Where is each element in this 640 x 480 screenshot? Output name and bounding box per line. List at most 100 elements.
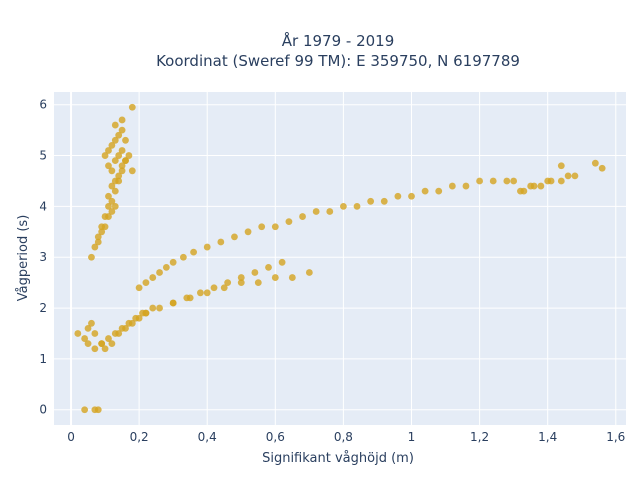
data-point <box>408 192 415 200</box>
y-tick-label: 6 <box>39 98 47 112</box>
data-point <box>149 304 157 312</box>
x-tick-label: 1,4 <box>538 430 557 444</box>
data-point <box>105 192 112 200</box>
data-point <box>476 177 483 185</box>
data-point <box>128 103 136 111</box>
data-point <box>108 141 116 149</box>
data-point <box>190 248 197 256</box>
data-point <box>101 152 109 159</box>
chart-subtitle: Koordinat (Sweref 99 TM): E 359750, N 61… <box>156 52 520 70</box>
data-point <box>128 167 136 175</box>
data-point <box>527 182 535 190</box>
data-point <box>203 243 211 251</box>
data-point <box>94 233 102 241</box>
data-point <box>353 202 361 210</box>
data-point <box>111 187 119 195</box>
data-point <box>435 187 443 195</box>
data-point <box>84 325 92 332</box>
y-tick-label: 2 <box>39 301 47 315</box>
data-point <box>278 258 286 266</box>
data-point <box>448 182 456 190</box>
data-points <box>74 103 606 414</box>
y-gridlines <box>54 104 626 411</box>
data-point <box>510 177 518 185</box>
data-point <box>251 269 259 276</box>
data-point <box>299 213 306 220</box>
data-point <box>105 213 112 220</box>
data-point <box>115 177 123 185</box>
data-point <box>571 172 579 180</box>
data-point <box>91 345 99 353</box>
data-point <box>340 202 347 210</box>
data-point <box>94 406 102 414</box>
data-point <box>591 159 599 167</box>
data-point <box>122 136 129 144</box>
data-point <box>217 238 225 246</box>
data-point <box>197 289 204 297</box>
data-point <box>135 284 143 292</box>
data-point <box>564 172 572 180</box>
data-point <box>105 335 112 342</box>
data-point <box>101 223 109 231</box>
plot-area <box>54 92 626 425</box>
data-point <box>118 116 126 124</box>
data-point <box>108 208 116 215</box>
y-tick-label: 4 <box>39 199 47 213</box>
data-point <box>108 182 116 190</box>
data-point <box>101 345 109 353</box>
data-point <box>118 162 126 170</box>
data-point <box>149 274 157 281</box>
data-point <box>142 279 150 287</box>
data-point <box>224 279 232 287</box>
data-point <box>118 147 126 154</box>
y-tick-label: 5 <box>39 149 47 163</box>
x-tick-label: 1,2 <box>470 430 489 444</box>
data-point <box>210 284 218 292</box>
data-point <box>156 269 163 276</box>
data-point <box>312 208 320 215</box>
data-point <box>125 152 133 159</box>
data-point <box>231 233 238 241</box>
x-tick-label: 0 <box>67 430 75 444</box>
data-point <box>81 335 89 342</box>
data-point <box>557 162 565 170</box>
y-axis-title: Vågperiod (s) <box>16 215 31 302</box>
data-point <box>105 162 112 170</box>
data-point <box>81 406 89 414</box>
data-point <box>111 136 119 144</box>
data-point <box>179 253 187 261</box>
data-point <box>547 177 555 185</box>
data-point <box>271 223 279 231</box>
data-point <box>108 167 116 175</box>
y-tick-label: 0 <box>39 403 47 417</box>
x-tick-label: 1,6 <box>606 430 625 444</box>
data-point <box>118 167 126 175</box>
data-point <box>305 269 313 276</box>
x-axis-title: Signifikant våghöjd (m) <box>262 451 414 466</box>
data-point <box>237 279 245 287</box>
data-point <box>288 274 296 281</box>
data-point <box>258 223 266 231</box>
x-tick-label: 0,8 <box>334 430 353 444</box>
data-point <box>271 274 279 281</box>
data-point <box>88 253 95 261</box>
data-point <box>111 330 119 337</box>
data-point <box>421 187 429 195</box>
data-point <box>520 187 528 195</box>
data-point <box>108 197 116 205</box>
x-tick-label: 0,6 <box>266 430 285 444</box>
data-point <box>598 164 606 172</box>
data-point <box>557 177 565 185</box>
data-point <box>98 228 106 236</box>
data-point <box>111 121 119 129</box>
data-point <box>115 172 123 180</box>
data-point <box>169 299 177 307</box>
data-point <box>489 177 497 185</box>
data-point <box>118 126 126 134</box>
data-point <box>105 202 112 210</box>
data-point <box>380 197 388 205</box>
x-axis-tick-labels: 0 0,2 0,4 0,6 0,8 1 1,2 1,4 1,6 <box>67 430 625 444</box>
y-tick-label: 3 <box>39 250 47 264</box>
data-point <box>88 319 95 327</box>
